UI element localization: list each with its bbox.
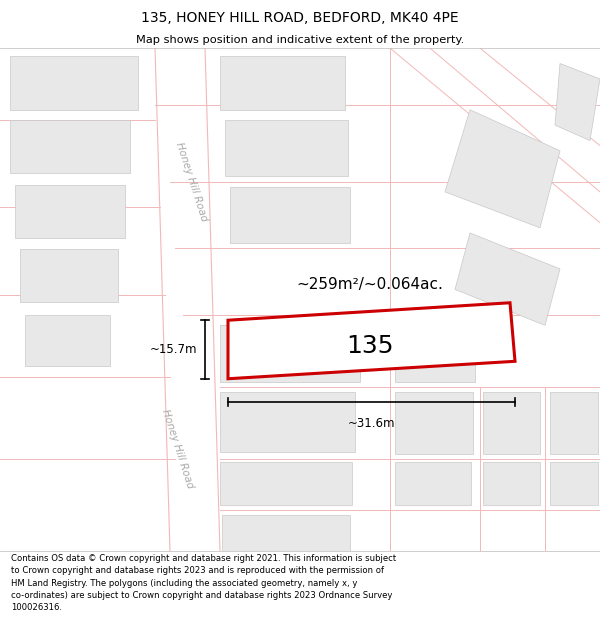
Text: 135, HONEY HILL ROAD, BEDFORD, MK40 4PE: 135, HONEY HILL ROAD, BEDFORD, MK40 4PE: [141, 11, 459, 24]
Text: Contains OS data © Crown copyright and database right 2021. This information is : Contains OS data © Crown copyright and d…: [11, 554, 396, 612]
Polygon shape: [222, 516, 350, 551]
Polygon shape: [445, 110, 560, 228]
Polygon shape: [15, 185, 125, 238]
Polygon shape: [550, 392, 598, 454]
Polygon shape: [220, 326, 360, 377]
Polygon shape: [220, 462, 352, 505]
Text: Honey Hill Road: Honey Hill Road: [160, 408, 196, 489]
Polygon shape: [550, 462, 598, 505]
Polygon shape: [10, 56, 138, 110]
Polygon shape: [395, 392, 473, 454]
Polygon shape: [555, 64, 600, 141]
Text: Map shows position and indicative extent of the property.: Map shows position and indicative extent…: [136, 34, 464, 44]
Polygon shape: [20, 249, 118, 302]
Polygon shape: [455, 233, 560, 326]
Text: ~31.6m: ~31.6m: [348, 417, 395, 430]
Polygon shape: [395, 462, 471, 505]
Polygon shape: [483, 462, 540, 505]
Text: ~259m²/~0.064ac.: ~259m²/~0.064ac.: [296, 277, 443, 292]
Polygon shape: [220, 326, 360, 382]
Polygon shape: [483, 392, 540, 454]
Polygon shape: [220, 392, 355, 452]
Text: 135: 135: [346, 334, 394, 358]
Polygon shape: [220, 56, 345, 110]
Polygon shape: [230, 187, 350, 243]
Polygon shape: [10, 120, 130, 173]
Polygon shape: [395, 326, 475, 382]
Polygon shape: [25, 315, 110, 366]
Polygon shape: [228, 302, 515, 379]
Polygon shape: [225, 120, 348, 176]
Text: ~15.7m: ~15.7m: [149, 343, 197, 356]
Text: Honey Hill Road: Honey Hill Road: [175, 141, 209, 222]
